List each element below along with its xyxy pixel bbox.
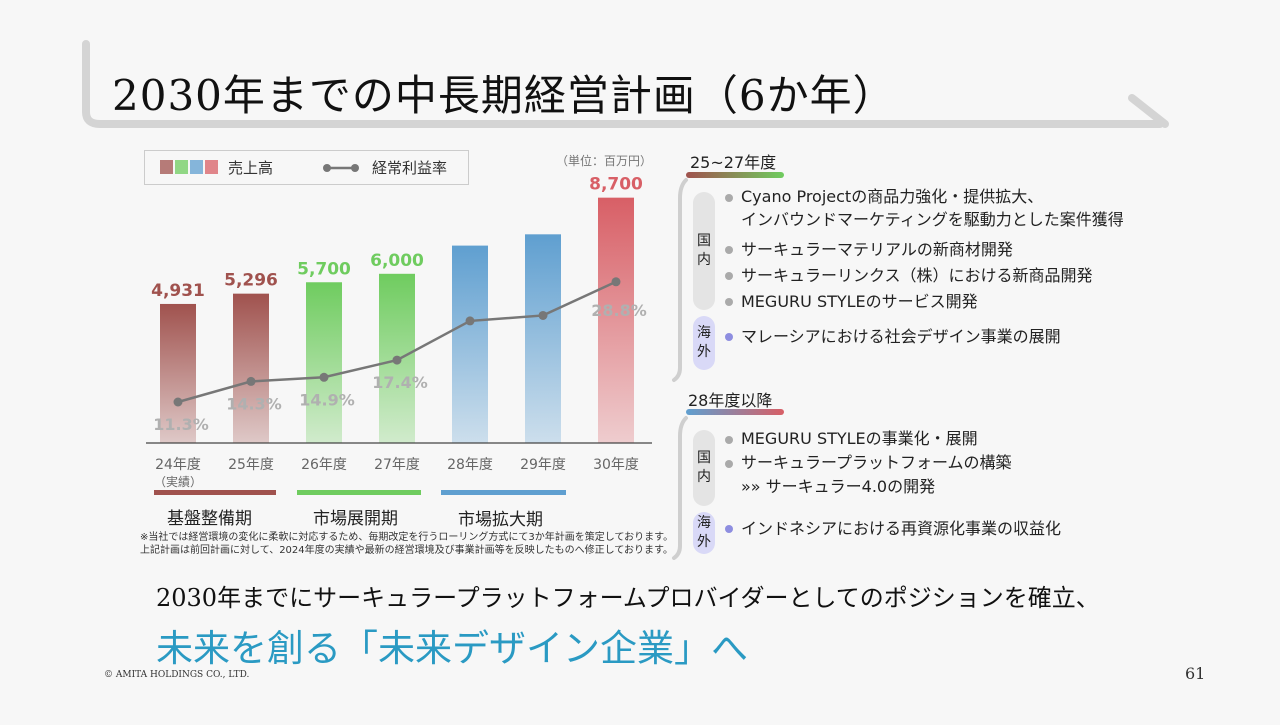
bullet-icon — [725, 460, 733, 468]
page-number: 61 — [1185, 664, 1206, 683]
legend-label-margin: 経常利益率 — [372, 159, 447, 177]
rate-label: 11.3% — [153, 415, 209, 434]
list-item: Cyano Projectの商品力強化・提供拡大、 インバウンドマーケティングを駆… — [725, 185, 1124, 231]
legend-marker — [323, 164, 331, 172]
bar — [160, 303, 196, 443]
chart-unit: （単位：百万円） — [556, 154, 653, 168]
bullet-icon — [725, 246, 733, 254]
x-tick-label: 24年度 — [155, 457, 201, 473]
phase-label: 市場展開期 — [313, 509, 398, 529]
section-bracket — [672, 416, 688, 560]
revenue-chart: 売上高 経常利益率 4,931 5,296 5,700 6,000 8,700 11.3% 1… — [146, 159, 652, 495]
overseas-label: 海外 — [693, 512, 715, 554]
conclusion-text: 2030年までにサーキュラープラットフォームプロバイダーとしてのポジションを確立… — [156, 584, 1100, 612]
bar-value-label: 5,700 — [297, 259, 351, 279]
bullet-icon — [725, 333, 733, 341]
x-tick-note: （実績） — [154, 474, 202, 489]
line-point — [538, 310, 548, 320]
line-point — [319, 372, 329, 382]
phase-bar — [441, 490, 566, 495]
copyright: © AMITA HOLDINGS CO., LTD. — [104, 670, 250, 680]
list-item: MEGURU STYLEのサービス開発 — [725, 289, 1124, 315]
x-tick-label: 25年度 — [228, 457, 274, 473]
rate-label: 14.3% — [226, 394, 282, 413]
phase-label: 基盤整備期 — [167, 509, 252, 529]
legend-swatch — [190, 160, 203, 174]
x-tick-label: 28年度 — [447, 457, 493, 473]
sub-list-item: »» サーキュラー4.0の開発 — [741, 477, 936, 496]
overseas-list: インドネシアにおける再資源化事業の収益化 — [725, 516, 1061, 542]
section-title: 25~27年度 — [690, 153, 777, 172]
list-item: サーキュラープラットフォームの構築 — [725, 451, 1012, 475]
rate-label: 28.8% — [591, 301, 647, 320]
bar — [598, 197, 634, 443]
phase-label: 市場拡大期 — [458, 510, 543, 530]
bar — [233, 293, 269, 443]
bullet-icon — [725, 436, 733, 444]
bar — [452, 245, 488, 443]
line-point — [173, 397, 183, 407]
legend-marker — [351, 164, 359, 172]
legend-label-revenue: 売上高 — [228, 159, 273, 177]
rate-label: 17.4% — [372, 373, 428, 392]
bar-value-label: 4,931 — [151, 281, 205, 301]
line-point — [611, 277, 621, 287]
phase-bar — [297, 490, 421, 495]
footnote: ※当社では経営環境の変化に柔軟に対応するため、毎期改定を行うローリング方式にて3… — [140, 532, 674, 556]
bar-value-label: 5,296 — [224, 271, 278, 291]
bar — [306, 282, 342, 443]
list-item: MEGURU STYLEの事業化・展開 — [725, 427, 1012, 451]
x-tick-label: 30年度 — [593, 457, 639, 473]
legend-swatch — [205, 160, 218, 174]
domestic-label: 国内 — [693, 192, 715, 310]
phase-bar — [154, 490, 276, 495]
section-bracket — [672, 178, 688, 382]
page-title: 2030年までの中長期経営計画（6か年） — [112, 71, 896, 120]
x-tick-label: 27年度 — [374, 457, 420, 473]
list-item: サーキュラーマテリアルの新商材開発 — [725, 237, 1124, 263]
rate-label: 14.9% — [299, 390, 355, 409]
domestic-list: MEGURU STYLEの事業化・展開 サーキュラープラットフォームの構築 »»… — [725, 427, 1012, 499]
list-item: インドネシアにおける再資源化事業の収益化 — [725, 516, 1061, 542]
line-point — [465, 316, 475, 326]
title-bracket — [82, 40, 1169, 128]
line-point — [392, 355, 402, 365]
x-tick-label: 29年度 — [520, 457, 566, 473]
domestic-list: Cyano Projectの商品力強化・提供拡大、 インバウンドマーケティングを駆… — [725, 185, 1124, 315]
bullet-icon — [725, 194, 733, 202]
section-title: 28年度以降 — [688, 391, 773, 410]
bar — [525, 234, 561, 443]
section-gradient-bar — [686, 172, 784, 178]
legend-swatch — [160, 160, 173, 174]
bullet-icon — [725, 272, 733, 280]
line-point — [246, 376, 256, 386]
bullet-icon — [725, 298, 733, 306]
section-gradient-bar — [686, 409, 784, 415]
bullet-icon — [725, 525, 733, 533]
list-item: マレーシアにおける社会デザイン事業の展開 — [725, 324, 1061, 350]
overseas-label: 海外 — [693, 316, 715, 370]
bar-value-label: 6,000 — [370, 251, 424, 271]
tagline: 未来を創る「未来デザイン企業」へ — [156, 627, 748, 670]
domestic-label: 国内 — [693, 430, 715, 506]
x-tick-label: 26年度 — [301, 457, 347, 473]
list-item: サーキュラーリンクス（株）における新商品開発 — [725, 263, 1124, 289]
overseas-list: マレーシアにおける社会デザイン事業の展開 — [725, 324, 1061, 350]
bar-value-label: 8,700 — [589, 175, 643, 195]
legend-swatch — [175, 160, 188, 174]
